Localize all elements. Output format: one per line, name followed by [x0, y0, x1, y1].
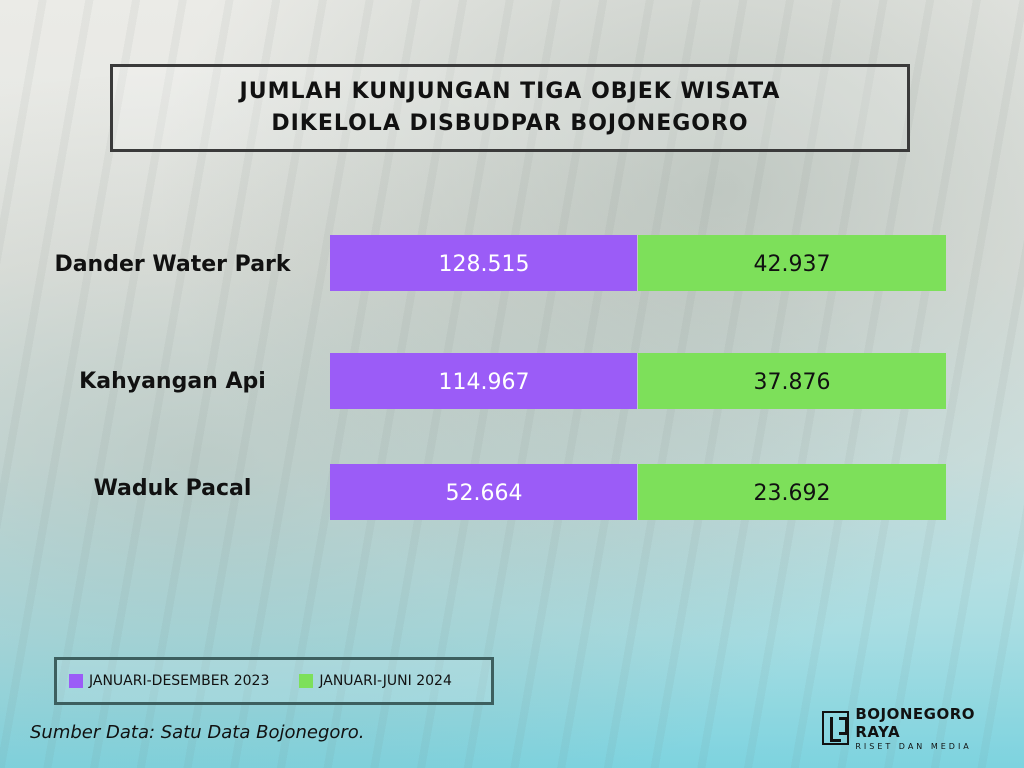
legend-swatch-2023 [69, 674, 83, 688]
bar-label-2024-1: 42.937 [754, 252, 831, 277]
bar-label-2024-2: 37.876 [754, 370, 831, 395]
bar-label-2023-3: 52.664 [446, 481, 523, 506]
legend-label-2024: JANUARI-JUNI 2024 [319, 673, 452, 689]
brand-tagline: RISET DAN MEDIA [855, 742, 972, 751]
bar-2024-1 [638, 235, 946, 291]
source-note: Sumber Data: Satu Data Bojonegoro. [30, 722, 365, 743]
legend-swatch-2024 [299, 674, 314, 688]
bar-2024-3 [638, 464, 946, 520]
legend-item-2024: JANUARI-JUNI 2024 [299, 673, 452, 689]
legend: JANUARI-DESEMBER 2023 JANUARI-JUNI 2024 [54, 657, 494, 705]
bar-2023-1 [330, 235, 637, 291]
chart-title-line-1: JUMLAH KUNJUNGAN TIGA OBJEK WISATA [239, 79, 781, 104]
bar-2023-3 [330, 464, 637, 520]
legend-label-2023: JANUARI-DESEMBER 2023 [89, 673, 270, 689]
brand-mark-icon [822, 711, 850, 745]
bar-2023-2 [330, 353, 637, 409]
chart-title-line-2: DIKELOLA DISBUDPAR BOJONEGORO [271, 111, 749, 136]
bar-label-2023-2: 114.967 [439, 370, 530, 395]
bar-label-2023-1: 128.515 [439, 252, 530, 277]
brand-name: BOJONEGORO RAYA [855, 705, 976, 741]
category-label-waduk: Waduk Pacal [93, 476, 252, 501]
chart-title-box: JUMLAH KUNJUNGAN TIGA OBJEK WISATA DIKEL… [110, 64, 910, 152]
legend-item-2023: JANUARI-DESEMBER 2023 [69, 673, 269, 689]
bar-label-2024-3: 23.692 [754, 481, 831, 506]
category-label-kahyangan: Kahyangan Api [79, 369, 266, 394]
category-label-dander: Dander Water Park [54, 252, 291, 277]
bar-2024-2 [638, 353, 946, 409]
brand-logo: BOJONEGORO RAYA RISET DAN MEDIA [822, 705, 1008, 751]
